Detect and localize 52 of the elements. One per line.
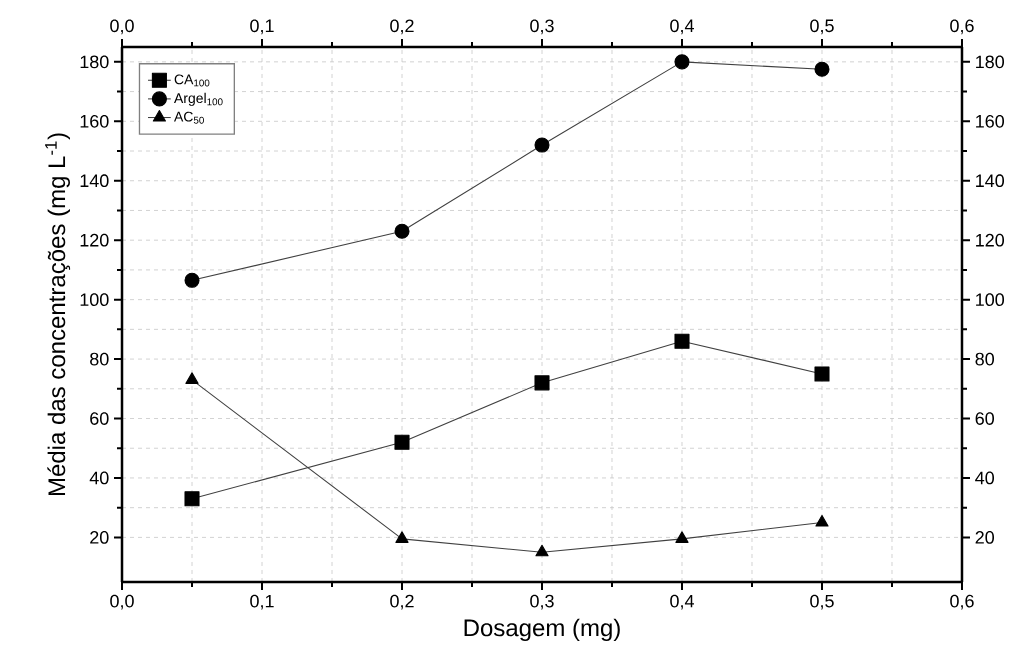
y-tick-label: 40	[89, 471, 109, 485]
y-tick-label: 100	[80, 293, 109, 306]
x-tick-label: 0,3	[530, 19, 554, 35]
x2-tick-label: 0,5	[810, 594, 834, 610]
x2-tick-label: 0,6	[950, 594, 974, 610]
y2-tick-label: 100	[976, 293, 1005, 306]
point	[815, 515, 829, 527]
y2-tick-label: 120	[976, 233, 1005, 247]
x2-tick-label: 0,4	[670, 594, 694, 610]
point	[534, 375, 550, 391]
x-tick-label: 0,5	[810, 19, 834, 35]
point	[674, 333, 690, 349]
point	[394, 434, 410, 450]
y-tick-label: 60	[90, 412, 109, 425]
y2-tick-label: 80	[975, 352, 995, 366]
y-tick-label: 20	[90, 531, 109, 544]
legend-label: AC$_{50}$	[173, 111, 204, 124]
point	[534, 137, 550, 153]
point	[814, 366, 830, 382]
x-tick-label: 0,0	[110, 19, 134, 35]
point	[674, 54, 690, 70]
x2-tick-label: 0,1	[250, 594, 274, 610]
y2-tick-label: 60	[975, 412, 995, 425]
point	[535, 544, 549, 557]
y-tick-label: 180	[80, 55, 109, 69]
x-tick-label: 0,2	[390, 19, 414, 35]
point	[185, 372, 199, 384]
y-tick-label: 140	[80, 174, 109, 188]
point	[184, 272, 200, 288]
point	[394, 223, 410, 239]
x-axis-title: Dosagem (mg)	[464, 618, 620, 642]
y2-tick-label: 160	[976, 114, 1005, 128]
y-tick-label: 80	[90, 352, 109, 366]
y2-tick-label: 140	[976, 174, 1005, 188]
point	[184, 491, 200, 507]
y-tick-label: 160	[80, 114, 109, 128]
y-tick-label: 120	[80, 233, 109, 247]
x-tick-label: 0,4	[670, 19, 694, 35]
x-tick-label: 0,1	[250, 19, 274, 35]
x-tick-label: 0,6	[950, 19, 974, 35]
y2-tick-label: 40	[975, 471, 995, 485]
y2-tick-label: 180	[976, 55, 1005, 69]
y-axis-title: Média das concentrações (mg L$^{-1}$)	[45, 133, 71, 496]
x2-tick-label: 0,2	[390, 594, 414, 610]
legend-label: Argel$_{100}$	[173, 92, 223, 106]
point	[675, 531, 689, 543]
legend-label: CA$_{100}$	[174, 74, 210, 87]
point	[395, 531, 409, 543]
x2-tick-label: 0,0	[110, 594, 134, 610]
x2-tick-label: 0,3	[530, 594, 554, 610]
y2-tick-label: 20	[975, 531, 995, 544]
point	[814, 61, 830, 77]
